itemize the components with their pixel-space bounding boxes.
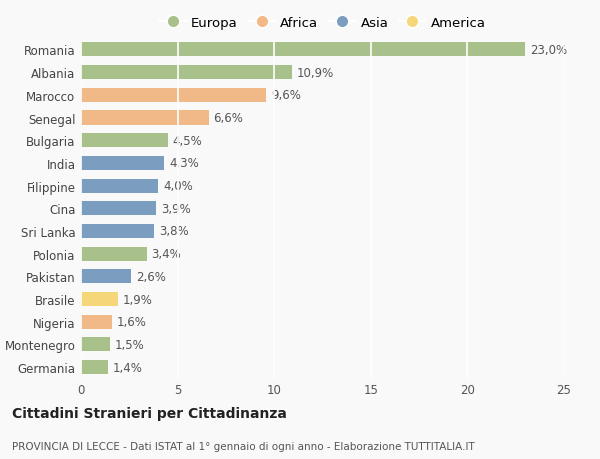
Text: PROVINCIA DI LECCE - Dati ISTAT al 1° gennaio di ogni anno - Elaborazione TUTTIT: PROVINCIA DI LECCE - Dati ISTAT al 1° ge… xyxy=(12,441,475,451)
Text: 9,6%: 9,6% xyxy=(271,89,301,102)
Bar xyxy=(81,111,209,125)
Bar xyxy=(81,360,108,375)
Text: 23,0%: 23,0% xyxy=(530,44,568,57)
Bar xyxy=(81,157,164,171)
Bar xyxy=(81,43,526,57)
Text: 1,5%: 1,5% xyxy=(115,338,145,351)
Bar xyxy=(81,134,168,148)
Text: 10,9%: 10,9% xyxy=(296,67,334,79)
Text: 2,6%: 2,6% xyxy=(136,270,166,283)
Text: 3,4%: 3,4% xyxy=(152,248,181,261)
Text: 4,3%: 4,3% xyxy=(169,157,199,170)
Bar xyxy=(81,338,110,352)
Bar xyxy=(81,224,154,239)
Text: 3,8%: 3,8% xyxy=(159,225,189,238)
Legend: Europa, Africa, Asia, America: Europa, Africa, Asia, America xyxy=(160,17,485,30)
Bar xyxy=(81,315,112,329)
Bar xyxy=(81,179,158,193)
Bar xyxy=(81,89,266,103)
Bar xyxy=(81,202,157,216)
Bar xyxy=(81,270,131,284)
Text: 1,9%: 1,9% xyxy=(122,293,152,306)
Text: 4,0%: 4,0% xyxy=(163,180,193,193)
Text: 1,4%: 1,4% xyxy=(113,361,143,374)
Text: Cittadini Stranieri per Cittadinanza: Cittadini Stranieri per Cittadinanza xyxy=(12,406,287,420)
Bar xyxy=(81,247,146,261)
Text: 3,9%: 3,9% xyxy=(161,202,191,215)
Text: 4,5%: 4,5% xyxy=(173,134,203,147)
Text: 1,6%: 1,6% xyxy=(117,316,146,329)
Bar xyxy=(81,292,118,307)
Text: 6,6%: 6,6% xyxy=(214,112,243,125)
Bar xyxy=(81,66,292,80)
